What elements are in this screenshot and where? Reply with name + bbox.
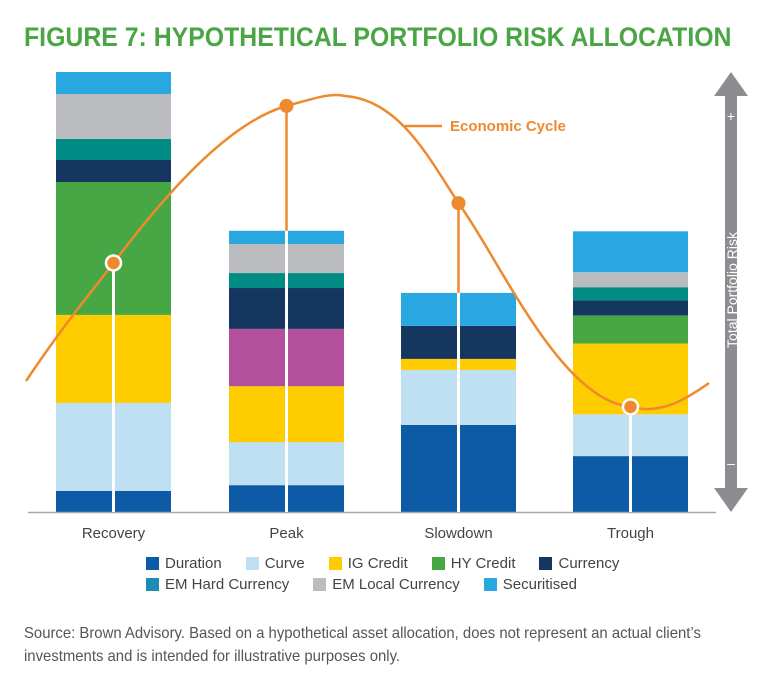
bar-segment-recovery-securitised: [56, 72, 171, 94]
legend-row: EM Hard Currency EM Local Currency Securit…: [146, 574, 666, 595]
bar-segment-recovery-em-local-currency: [56, 94, 171, 139]
risk-axis-label: Total Portfolio Risk: [724, 231, 740, 348]
category-label-slowdown: Slowdown: [424, 525, 492, 542]
total-risk-axis: + – Total Portfolio Risk: [714, 72, 748, 512]
bar-segment-trough-em-local-currency: [573, 272, 688, 288]
legend-row: Duration Curve IG Credit HY Credit Currency: [146, 553, 666, 574]
risk-axis-plus: +: [727, 108, 735, 124]
legend-swatch: [483, 578, 497, 591]
chart: Recovery Peak Slowdown Trough + – Total Por…: [24, 72, 748, 542]
cycle-legend-label: Economic Cycle: [450, 118, 566, 135]
figure-title: FIGURE 7: HYPOTHETICAL PORTFOLIO RISK AL…: [24, 22, 732, 52]
legend-item-duration: Duration: [146, 555, 222, 572]
legend-label: IG Credit: [347, 555, 408, 572]
cycle-marker-slowdown: [451, 196, 466, 211]
legend-swatch: [431, 557, 445, 570]
legend-swatch: [313, 578, 327, 591]
bar-segment-recovery-currency: [56, 160, 171, 182]
legend-swatch: [146, 557, 159, 570]
legend-swatch: [328, 557, 342, 570]
cycle-legend: Economic Cycle: [405, 118, 566, 135]
risk-axis-minus: –: [727, 455, 735, 471]
legend-item-hy-credit: HY Credit: [431, 555, 516, 572]
bar-segment-trough-em-hard-currency: [573, 287, 688, 301]
legend-label: Currency: [558, 555, 620, 572]
cycle-marker-recovery: [104, 254, 123, 272]
bars-group: [56, 72, 688, 512]
legend-label: Duration: [165, 555, 222, 572]
legend-swatch: [245, 557, 259, 570]
legend-item-curve: Curve: [245, 555, 305, 572]
legend-item-em-hard-currency: EM Hard Currency: [146, 576, 289, 593]
legend-swatch: [539, 557, 553, 570]
legend-label: EM Hard Currency: [165, 576, 290, 593]
legend-label: Curve: [264, 555, 305, 572]
category-label-trough: Trough: [607, 525, 654, 542]
bar-segment-recovery-em-hard-currency: [56, 138, 171, 160]
bar-segment-trough-securitised: [573, 231, 688, 273]
legend-item-securitised: Securitised: [483, 576, 577, 593]
legend-item-currency: Currency: [539, 555, 619, 572]
category-label-peak: Peak: [269, 525, 304, 542]
legend-label: HY Credit: [450, 555, 516, 572]
category-label-recovery: Recovery: [82, 525, 146, 542]
bar-segment-trough-currency: [573, 300, 688, 316]
legend: Duration Curve IG Credit HY Credit Currency …: [146, 553, 666, 595]
bar-segment-trough-hy-credit: [573, 315, 688, 344]
cycle-marker-peak: [279, 98, 294, 113]
legend-item-em-local-currency: EM Local Currency: [313, 576, 460, 593]
legend-item-ig-credit: IG Credit: [328, 555, 408, 572]
source-note: Source: Brown Advisory. Based on a hypot…: [24, 625, 701, 665]
category-labels: Recovery Peak Slowdown Trough: [82, 525, 654, 542]
legend-label: EM Local Currency: [332, 576, 460, 593]
legend-swatch: [146, 578, 159, 591]
risk-axis-arrow: [714, 72, 748, 512]
economic-cycle-group: [24, 93, 710, 512]
cycle-marker-trough: [621, 398, 640, 416]
legend-label: Securitised: [502, 576, 577, 593]
